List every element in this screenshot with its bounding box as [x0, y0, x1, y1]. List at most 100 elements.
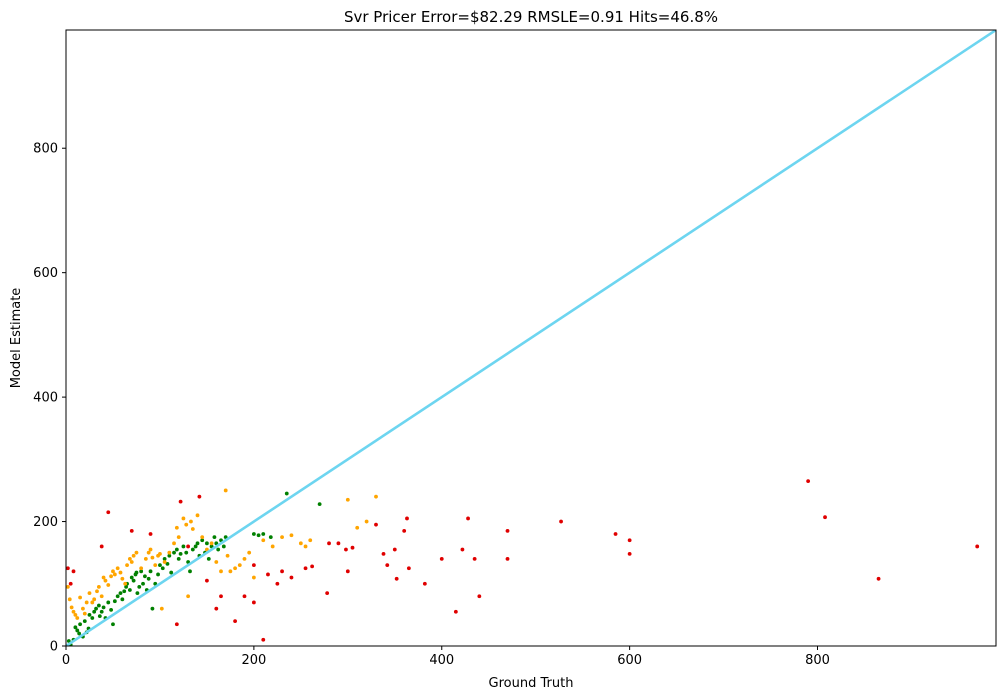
data-point-red — [242, 594, 247, 599]
data-point-red — [71, 569, 76, 574]
y-tick-label: 800 — [33, 142, 58, 157]
data-point-orange — [99, 594, 104, 599]
data-point-green — [317, 502, 322, 507]
data-point-green — [169, 570, 174, 575]
data-point-green — [172, 550, 176, 555]
data-point-orange — [87, 591, 92, 596]
data-point-red — [406, 566, 411, 571]
data-point-orange — [184, 522, 189, 527]
data-point-red — [129, 528, 134, 533]
data-point-orange — [101, 575, 106, 580]
data-point-orange — [73, 612, 78, 617]
x-tick-label: 600 — [617, 653, 642, 668]
data-point-green — [112, 599, 117, 604]
data-point-green — [124, 584, 129, 589]
data-point-orange — [223, 488, 228, 493]
data-point-orange — [186, 594, 191, 599]
data-point-green — [82, 619, 87, 624]
data-point-green — [87, 612, 92, 617]
data-point-orange — [345, 497, 350, 502]
data-point-orange — [364, 519, 369, 524]
data-point-orange — [78, 595, 82, 600]
data-point-red — [876, 576, 881, 581]
data-point-green — [160, 566, 165, 571]
data-point-green — [77, 631, 82, 636]
data-point-green — [216, 547, 221, 552]
data-point-orange — [153, 563, 158, 568]
data-point-red — [66, 566, 70, 571]
data-point-red — [381, 552, 386, 556]
data-point-orange — [150, 555, 155, 560]
data-point-orange — [134, 550, 139, 555]
data-point-orange — [81, 606, 85, 611]
data-point-orange — [298, 541, 303, 546]
data-point-green — [118, 591, 123, 596]
data-point-orange — [303, 544, 308, 549]
data-point-red — [350, 545, 355, 550]
data-point-red — [99, 544, 104, 549]
x-tick-label: 400 — [429, 653, 454, 668]
data-point-red — [394, 576, 399, 581]
data-point-orange — [280, 535, 284, 540]
data-point-orange — [228, 569, 233, 574]
data-point-red — [251, 563, 256, 568]
data-point-orange — [270, 544, 275, 549]
data-point-green — [251, 532, 256, 536]
data-point-green — [146, 576, 151, 581]
data-point-red — [214, 606, 219, 611]
data-point-green — [139, 569, 144, 574]
y-tick-label: 600 — [33, 266, 58, 281]
y-tick-label: 0 — [50, 640, 58, 655]
data-point-green — [205, 541, 209, 546]
data-point-green — [268, 535, 273, 540]
data-point-orange — [200, 535, 205, 540]
data-point-green — [190, 547, 195, 552]
y-tick-label: 200 — [33, 515, 58, 530]
data-point-green — [195, 541, 200, 546]
data-point-green — [284, 491, 289, 496]
data-point-green — [156, 572, 160, 577]
data-point-orange — [190, 527, 195, 531]
data-point-orange — [106, 583, 111, 587]
data-point-orange — [355, 525, 360, 530]
data-point-green — [193, 544, 198, 549]
data-point-orange — [181, 516, 186, 521]
data-point-orange — [123, 581, 128, 586]
data-point-red — [219, 594, 223, 599]
identity-line-layer — [66, 30, 996, 646]
data-point-orange — [82, 611, 87, 616]
data-point-green — [176, 556, 181, 561]
data-point-red — [148, 532, 153, 536]
data-point-orange — [131, 553, 136, 558]
data-point-red — [106, 510, 111, 515]
data-point-red — [303, 566, 308, 571]
data-point-green — [181, 544, 186, 549]
data-point-orange — [66, 584, 70, 589]
data-point-green — [135, 591, 140, 596]
data-point-green — [90, 616, 95, 620]
data-point-orange — [219, 569, 223, 574]
data-point-green — [158, 563, 162, 568]
data-point-red — [477, 594, 482, 599]
data-point-green — [129, 575, 134, 580]
data-point-red — [336, 541, 341, 546]
data-point-orange — [251, 575, 256, 580]
data-point-red — [823, 515, 827, 520]
data-point-orange — [374, 494, 378, 499]
data-point-orange — [176, 535, 181, 540]
data-point-green — [148, 569, 153, 574]
data-point-red — [627, 552, 632, 556]
data-point-green — [78, 622, 82, 627]
data-point-red — [68, 581, 73, 586]
data-point-orange — [118, 570, 123, 575]
data-point-green — [96, 603, 101, 608]
data-point-green — [137, 584, 142, 589]
data-point-green — [120, 597, 125, 602]
data-point-orange — [95, 589, 99, 594]
x-tick-label: 0 — [62, 653, 70, 668]
data-point-red — [439, 556, 444, 561]
data-point-green — [261, 532, 266, 536]
data-point-red — [505, 556, 510, 561]
axis-ticks: 0 200 400 600 800 0 200 400 600 800 — [33, 142, 830, 668]
data-point-green — [256, 533, 261, 538]
